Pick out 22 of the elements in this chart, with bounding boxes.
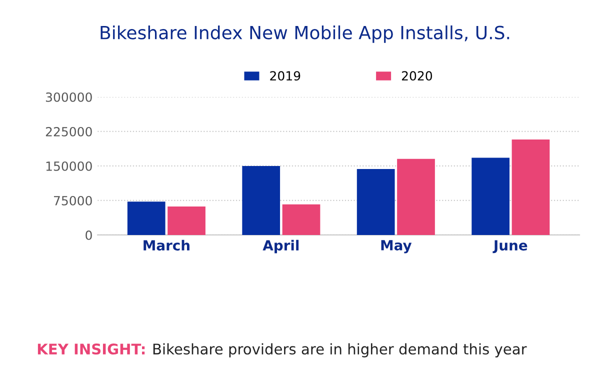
y-tick-label: 75000 [54, 196, 92, 206]
bar [282, 204, 320, 235]
bar [127, 202, 166, 235]
text: KEY INSIGHT: [38, 344, 145, 355]
y-tick-label: 0 [86, 230, 92, 240]
y-tick-label: 150000 [46, 161, 92, 171]
bar [397, 158, 435, 235]
x-tick-label: March [144, 240, 190, 251]
bar [168, 206, 206, 235]
y-tick-label: 300000 [46, 92, 92, 102]
x-tick-label: April [262, 240, 299, 254]
legend-label: 2019 [270, 71, 300, 81]
bar [472, 158, 510, 235]
x-tick-label: May [381, 240, 412, 254]
x-tick-label: June [492, 240, 528, 254]
bar [512, 140, 550, 235]
text: Bikeshare providers are in higher demand this year [153, 343, 527, 358]
chart-title: Bikeshare Index New Mobile App Installs, U.S. [100, 25, 510, 43]
y-tick-label: 225000 [46, 126, 92, 136]
legend-label: 2020 [402, 71, 432, 81]
bar [242, 166, 280, 235]
bar [356, 168, 395, 235]
